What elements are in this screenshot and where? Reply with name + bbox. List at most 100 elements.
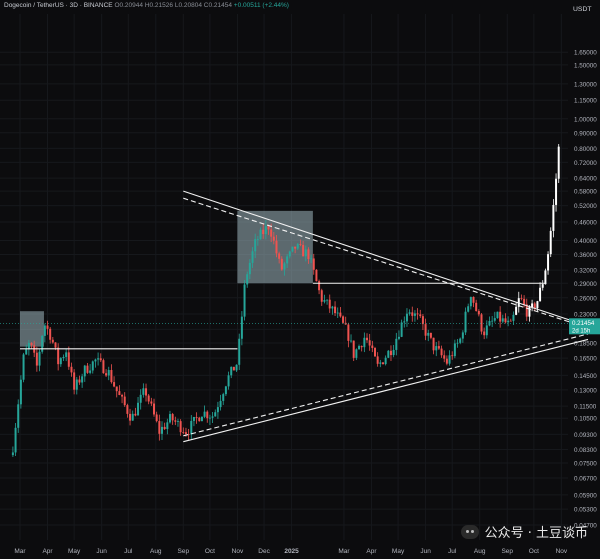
candle-body [38,351,41,366]
candle [174,416,177,426]
candle-body [358,346,361,350]
y-tick-label: 0.14500 [574,373,597,380]
candle-body [331,306,334,309]
candle [238,333,241,370]
candle-body [78,379,81,383]
candle-body [51,339,54,343]
candle [230,366,233,379]
candle [326,299,329,305]
range-box [20,311,44,347]
candle-body [113,382,116,387]
candle [445,355,448,366]
candle-body [227,375,230,387]
candle [65,348,68,362]
y-tick-label: 0.40000 [574,238,597,245]
chart-header: Dogecoin / TetherUS · 3D · BINANCE O0.20… [4,2,289,9]
candle [264,220,267,240]
candle-body [155,414,158,422]
candle-body [174,420,177,422]
candle [395,332,398,356]
candle [14,423,17,457]
candle-body [240,316,243,339]
candle-body [312,258,315,270]
candle [51,336,54,344]
candle-body [541,284,544,288]
candle-body [275,240,278,254]
candle [206,410,209,423]
candle-body [381,362,384,365]
candle-body [67,352,70,367]
y-tick-label: 0.16500 [574,356,597,363]
candle [280,256,283,271]
candle [168,410,171,424]
candle [403,316,406,328]
candle [81,373,84,388]
candle [419,309,422,319]
candle-body [344,322,347,325]
candle-body [464,311,467,333]
candle [227,371,230,390]
candle-body [168,414,171,423]
candle [336,307,339,319]
candle [512,311,515,325]
candle-body [235,364,238,371]
candle-body [208,417,211,419]
candle-body [392,349,395,356]
candle-body [91,361,94,371]
candle [350,334,353,343]
candle [153,398,156,417]
candle-body [75,379,78,390]
candle [187,428,190,441]
candle [291,246,294,253]
candle [129,408,132,426]
candle [384,355,387,366]
x-tick-label: Nov [232,548,244,555]
candle [105,369,108,378]
candle-body [17,404,20,428]
candle [459,337,462,345]
candle-body [30,342,33,346]
candle-body [491,320,494,322]
candle-body [403,321,406,323]
candle-body [142,388,145,395]
candle [137,396,140,416]
candle-body [216,407,219,413]
candle [123,392,126,407]
candle [150,397,153,406]
candle-body [485,325,488,336]
candle [25,344,28,355]
candle [549,227,552,258]
candle [507,316,510,327]
candle-body [472,296,475,303]
candle-body [99,358,102,361]
y-tick-label: 1.30000 [574,81,597,88]
candle [315,269,318,282]
candle [99,353,102,363]
candle-body [153,403,156,415]
candle [355,348,358,361]
candle [94,358,97,368]
x-tick-label: Oct [529,548,539,555]
candle-body [97,358,100,360]
watermark: 公众号 · 土豆谈币 [460,522,588,541]
candle-body [46,325,49,329]
candle [421,313,424,330]
candle-body [360,346,363,348]
candle [376,352,379,367]
candle-body [400,322,403,337]
candle [43,323,46,343]
candle [552,199,555,238]
candle-body [435,346,438,351]
candle [347,322,350,348]
candle-body [166,422,169,430]
candle-body [421,316,424,325]
candle [121,393,124,404]
candle [443,350,446,363]
candle [224,385,227,396]
candle [515,302,518,316]
candle-body [35,352,38,366]
candle [208,414,211,425]
candle [555,173,558,212]
candle-body [355,349,358,358]
